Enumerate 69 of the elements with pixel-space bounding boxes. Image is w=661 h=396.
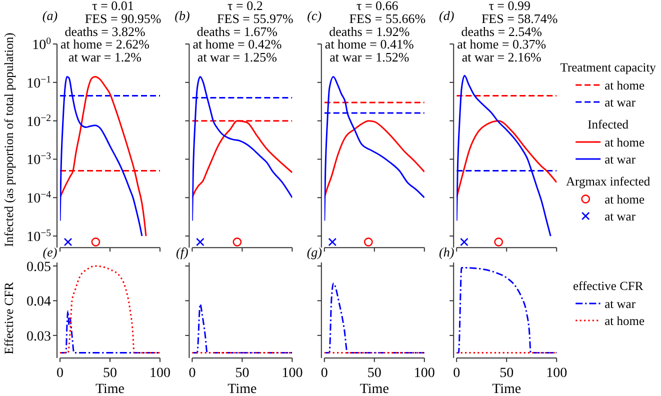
line-series [60,310,160,354]
y-tick-label: 0.04 [26,294,51,310]
legend-title: effective CFR [572,279,644,293]
chart-title: τ = 0.99 [488,0,531,13]
x-tick-label: 100 [546,366,568,381]
text: (b) [174,8,190,23]
y-tick-label: 10$^{−5}$ [26,228,52,246]
x-tick-label: 0 [453,366,460,381]
legend-label: at war [604,95,636,110]
y-tick-label: 0.03 [26,329,51,344]
legend-label: at home [604,192,645,206]
y-tick-label: 0.05 [26,260,51,275]
text: (a) [42,8,58,23]
chart-subtitle: FES = 90.95% [84,11,162,26]
x-axis-title: Time [360,382,389,396]
legend-label: at war [604,152,636,166]
x-tick-label: 0 [56,366,64,381]
annotation: at home = 2.62% [60,36,150,52]
legend-title: Treatment capacity [560,60,657,74]
y-axis-title: Effective CFR [2,281,16,354]
legend-label: at war [604,296,636,311]
x-tick-label: 0 [320,366,328,381]
chart-subtitle: FES = 55.97% [217,11,294,26]
x-tick-label: 50 [500,366,514,381]
y-axis-title: Infected (as proportion of total population) [2,32,16,247]
x-tick-label: 50 [367,366,382,381]
text: Infected [588,118,630,132]
y-tick-label: 10$^{−1}$ [26,74,52,92]
annotation: at war = 2.16% [462,49,542,64]
legend-label: at home [604,78,645,92]
text: deaths = 1.67% [196,24,278,39]
annotation: at war = 1.25% [197,49,278,64]
x-axis-title: Time [95,382,125,396]
legend-label: at home [604,135,645,150]
text: deaths = 3.82% [64,24,146,39]
annotation: at home = 0.41% [324,36,414,52]
annotation: at war = 1.52% [330,49,410,64]
y-tick-label: 10$^{−2}$ [26,112,52,130]
x-axis-title: Time [492,382,522,396]
annotation: at home = 0.37% [457,36,546,52]
x-tick-label: 100 [414,366,435,381]
text: (e) [42,244,58,260]
chart-title: τ = 0.01 [92,0,134,13]
text: Argmax infected [566,174,651,188]
legend-label: at home [604,314,645,328]
line-series [60,265,160,354]
x-tick-label: 0 [188,366,196,381]
text: (f) [176,244,188,260]
text: (g) [306,244,322,260]
x-tick-label: 50 [235,366,250,381]
annotation: at home = 0.42% [192,36,282,52]
y-tick-label: 10$^{−3}$ [26,150,52,168]
chart-title: τ = 0.2 [228,0,263,13]
chart-title: τ = 0.66 [356,0,399,13]
annotation: at war = 1.2% [68,49,142,64]
text: (c) [307,8,322,23]
chart-subtitle: FES = 58.74% [481,11,558,26]
x-tick-label: 100 [282,366,303,381]
x-tick-label: 100 [150,366,170,381]
x-axis-title: Time [228,382,257,396]
text: deaths = 2.54% [461,24,542,39]
y-tick-label: 10$^{0}$ [32,36,52,53]
legend-label: at war [604,209,636,224]
chart-subtitle: FES = 55.66% [349,11,426,26]
text: (d) [439,8,454,23]
y-tick-label: 10$^{−4}$ [26,189,52,207]
text: (h) [439,244,454,260]
x-tick-label: 50 [103,366,117,381]
text: deaths = 1.92% [329,24,410,39]
